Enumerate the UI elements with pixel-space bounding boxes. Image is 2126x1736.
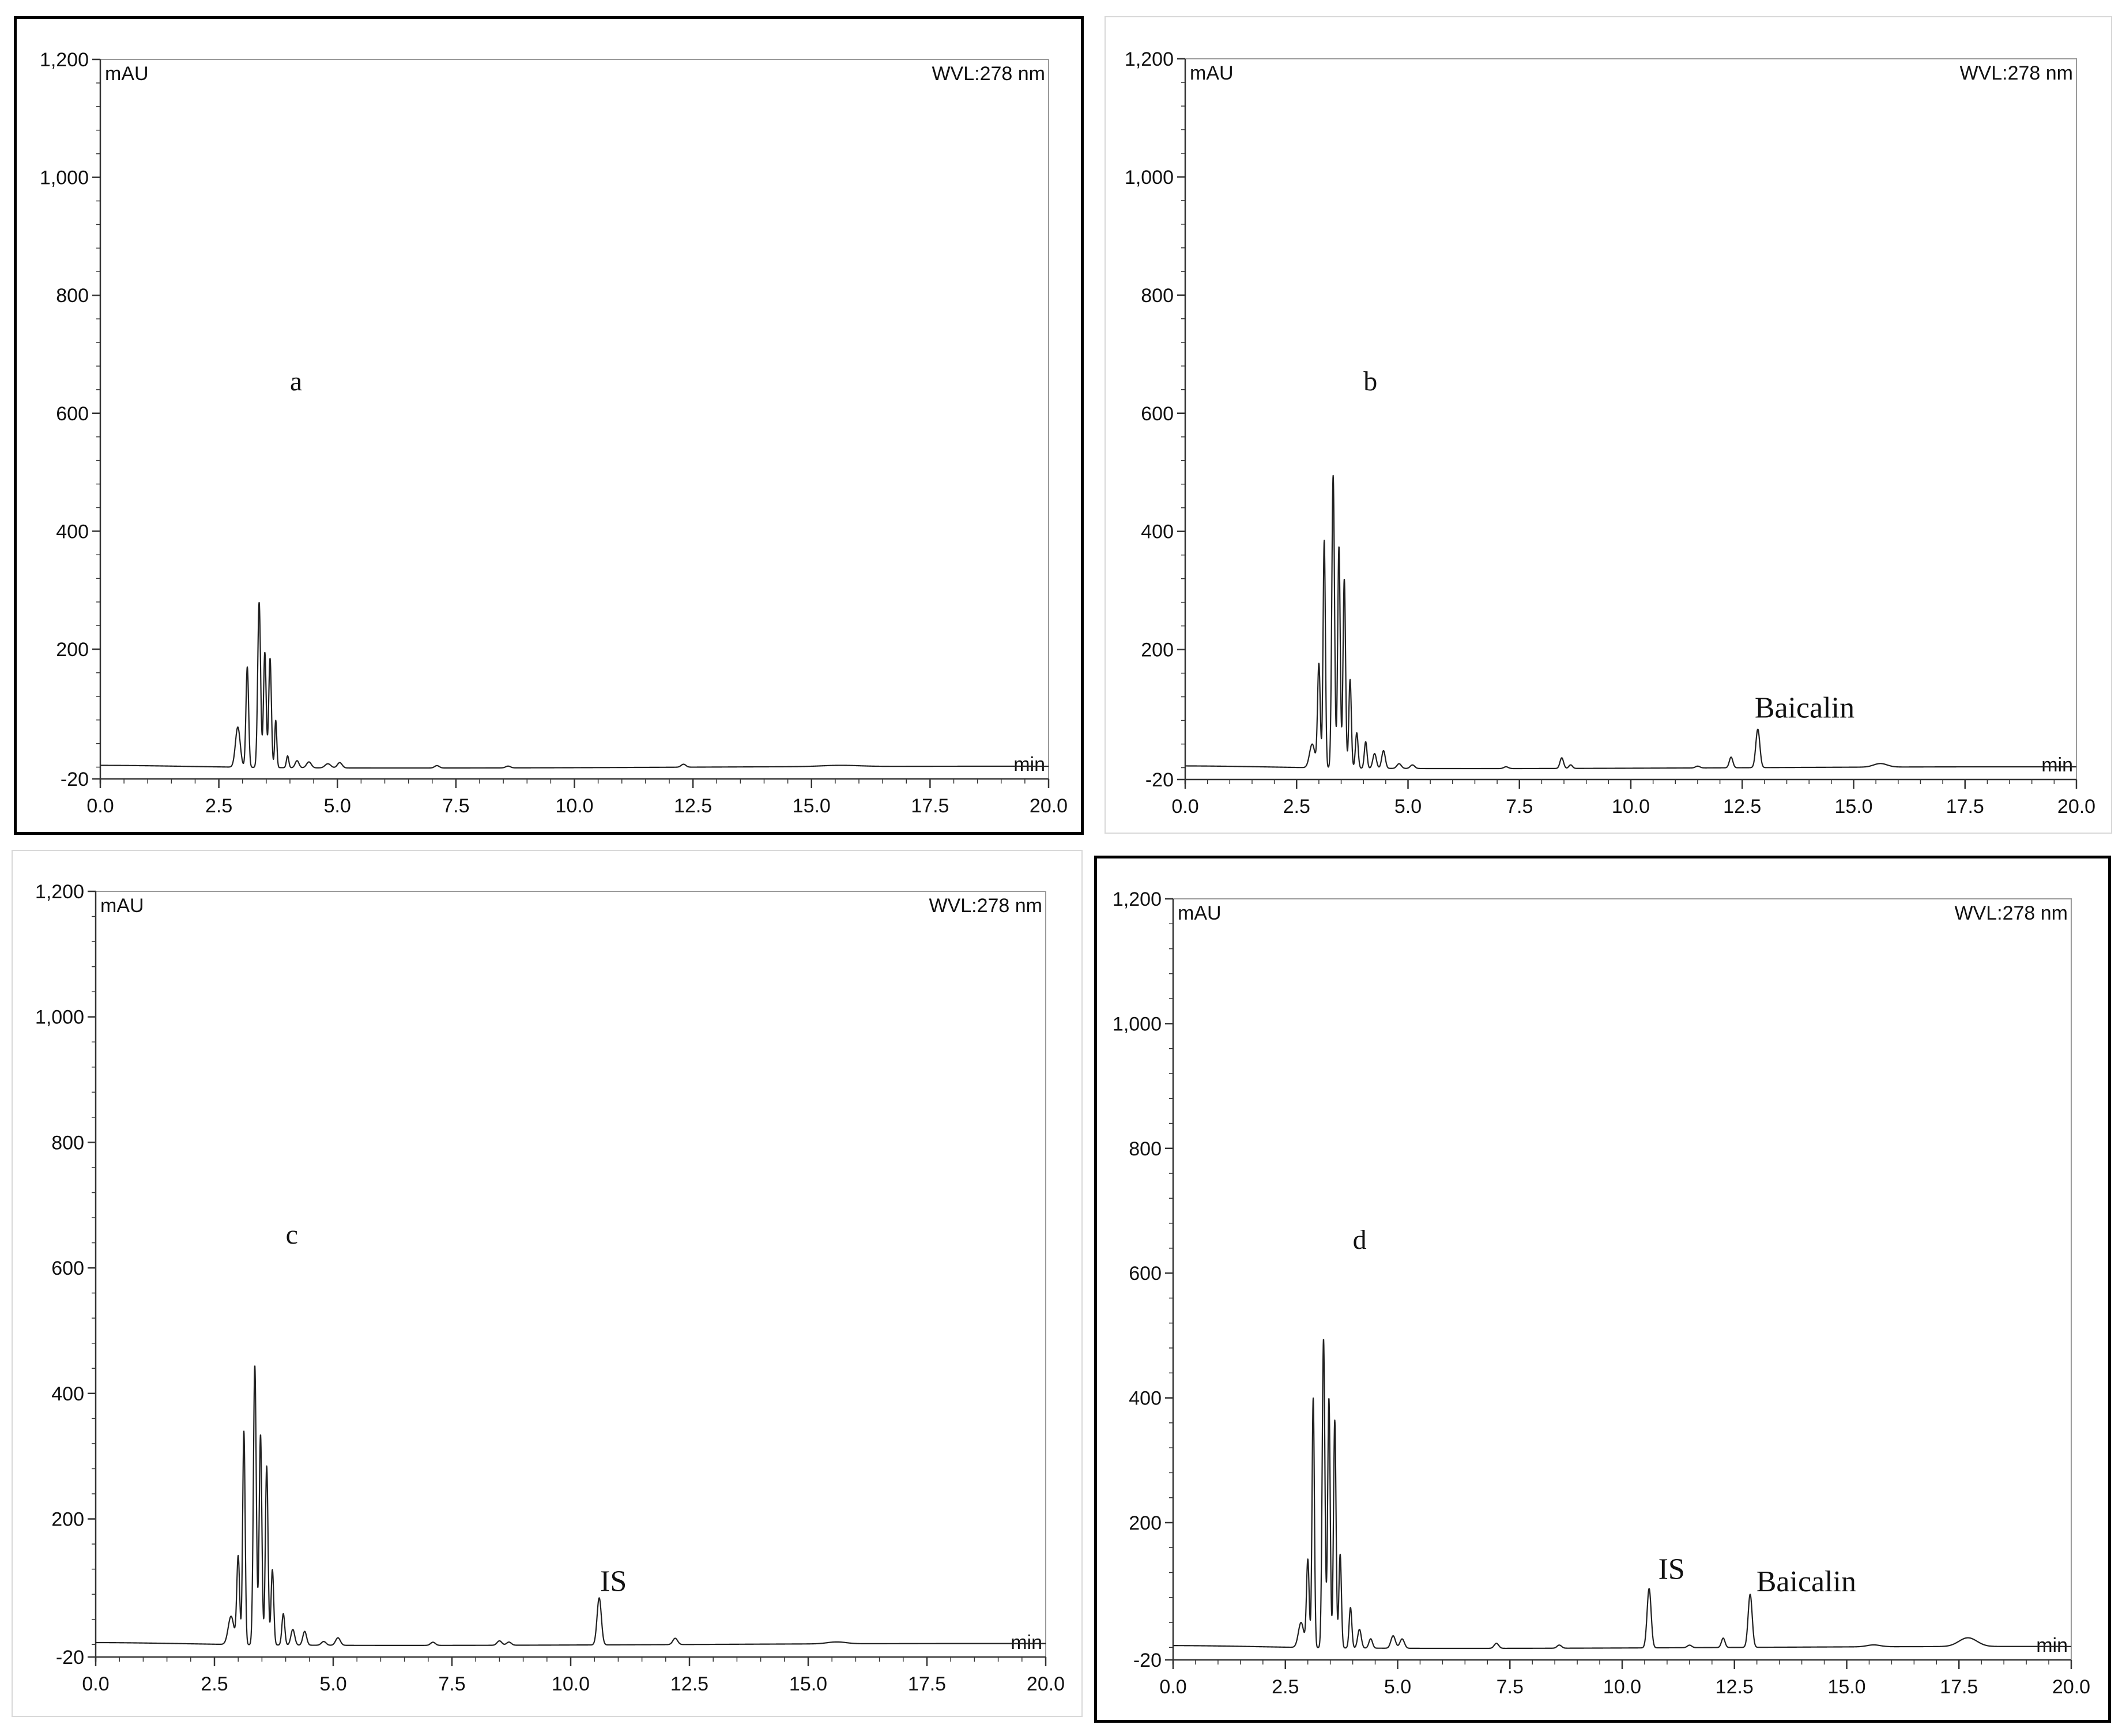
wavelength-label: WVL:278 nm bbox=[1959, 62, 2073, 84]
x-tick-label: 2.5 bbox=[205, 795, 232, 817]
y-tick-label: -20 bbox=[56, 1647, 84, 1669]
y-tick-label: 400 bbox=[1141, 521, 1174, 543]
x-tick-label: 15.0 bbox=[793, 795, 831, 817]
x-tick-label: 15.0 bbox=[1834, 796, 1872, 818]
x-tick-label: 0.0 bbox=[82, 1673, 109, 1695]
chromatogram-panel-d: -20 200 400 600 800 1,000 1,200 0.0 2.5 5.0 7.5 10.… bbox=[1094, 856, 2111, 1723]
x-tick-label: 17.5 bbox=[1940, 1676, 1978, 1698]
y-unit-label: mAU bbox=[1190, 62, 1234, 84]
y-tick-label: 1,200 bbox=[1125, 48, 1174, 70]
chromatogram-a: -20 200 400 600 800 1,000 1,200 0.0 2.5 5.0 7.5 10.… bbox=[40, 49, 1068, 817]
panel-letter: d bbox=[1353, 1225, 1367, 1255]
chromatogram-c: -20 200 400 600 800 1,000 1,200 0.0 2.5 5.0 7.5 10.… bbox=[35, 881, 1065, 1695]
x-tick-label: 7.5 bbox=[442, 795, 469, 817]
y-tick-label: 800 bbox=[56, 285, 89, 307]
x-tick-label: 10.0 bbox=[555, 795, 593, 817]
y-tick-label: 600 bbox=[1141, 403, 1174, 425]
chromatogram-panel-c: -20 200 400 600 800 1,000 1,200 0.0 2.5 5.0 7.5 10.… bbox=[12, 850, 1083, 1717]
x-tick-label: 10.0 bbox=[552, 1673, 590, 1695]
chromatogram-trace bbox=[95, 1365, 1046, 1646]
y-tick-label: 600 bbox=[51, 1257, 84, 1279]
x-tick-label: 7.5 bbox=[1497, 1676, 1524, 1698]
x-tick-label: 5.0 bbox=[1384, 1676, 1411, 1698]
y-tick-label: 400 bbox=[51, 1383, 84, 1405]
x-tick-label: 0.0 bbox=[1171, 796, 1198, 818]
chromatogram-d: -20 200 400 600 800 1,000 1,200 0.0 2.5 5.0 7.5 10.… bbox=[1113, 888, 2090, 1698]
x-tick-label: 17.5 bbox=[911, 795, 949, 817]
y-tick-label: 1,200 bbox=[35, 881, 84, 903]
y-tick-label: -20 bbox=[1145, 769, 1174, 791]
x-tick-label: 7.5 bbox=[1506, 796, 1533, 818]
panel-letter: b bbox=[1363, 366, 1377, 397]
y-tick-label: 600 bbox=[56, 403, 89, 425]
y-tick-label: 800 bbox=[1129, 1138, 1162, 1160]
x-tick-label: 2.5 bbox=[1283, 796, 1310, 818]
y-tick-label: 1,200 bbox=[1113, 888, 1162, 910]
y-tick-label: 200 bbox=[1141, 639, 1174, 661]
x-tick-label: 15.0 bbox=[1827, 1676, 1865, 1698]
x-tick-label: 0.0 bbox=[86, 795, 114, 817]
x-tick-label: 2.5 bbox=[1272, 1676, 1299, 1698]
y-tick-label: 1,000 bbox=[1125, 167, 1174, 189]
wavelength-label: WVL:278 nm bbox=[929, 895, 1042, 917]
x-tick-label: 5.0 bbox=[324, 795, 351, 817]
y-tick-label: -20 bbox=[1133, 1650, 1162, 1671]
peak-label: IS bbox=[600, 1565, 627, 1598]
y-tick-label: 400 bbox=[1129, 1388, 1162, 1410]
y-tick-label: 200 bbox=[56, 639, 89, 661]
y-tick-label: -20 bbox=[61, 769, 89, 790]
y-tick-label: 200 bbox=[51, 1509, 84, 1531]
x-unit-label: min bbox=[1013, 754, 1045, 775]
chromatogram-trace bbox=[100, 602, 1049, 769]
x-unit-label: min bbox=[1011, 1632, 1042, 1654]
x-tick-label: 20.0 bbox=[2057, 796, 2095, 818]
chromatogram-panel-b: -20 200 400 600 800 1,000 1,200 0.0 2.5 5.0 7.5 10.… bbox=[1105, 16, 2112, 834]
x-tick-label: 10.0 bbox=[1612, 796, 1650, 818]
y-tick-label: 1,000 bbox=[40, 167, 89, 189]
x-tick-label: 5.0 bbox=[1394, 796, 1422, 818]
y-tick-label: 600 bbox=[1129, 1263, 1162, 1285]
x-tick-label: 15.0 bbox=[789, 1673, 827, 1695]
y-unit-label: mAU bbox=[105, 63, 149, 85]
x-tick-label: 2.5 bbox=[201, 1673, 228, 1695]
x-tick-label: 20.0 bbox=[1030, 795, 1068, 817]
wavelength-label: WVL:278 nm bbox=[932, 63, 1045, 85]
panel-letter: a bbox=[290, 366, 302, 397]
peak-label: Baicalin bbox=[1756, 1565, 1856, 1598]
y-tick-label: 1,200 bbox=[40, 49, 89, 71]
plot-frame bbox=[100, 59, 1049, 779]
y-tick-label: 1,000 bbox=[35, 1007, 84, 1029]
y-tick-label: 400 bbox=[56, 521, 89, 543]
x-tick-label: 12.5 bbox=[674, 795, 712, 817]
y-unit-label: mAU bbox=[100, 895, 144, 917]
plot-frame bbox=[95, 891, 1046, 1658]
chromatogram-panel-a: -20 200 400 600 800 1,000 1,200 0.0 2.5 5.0 7.5 10.… bbox=[14, 16, 1084, 835]
plot-frame bbox=[1173, 898, 2072, 1660]
x-tick-label: 12.5 bbox=[1723, 796, 1761, 818]
chromatogram-trace bbox=[1173, 1339, 2072, 1650]
chromatogram-b: -20 200 400 600 800 1,000 1,200 0.0 2.5 5.0 7.5 10.… bbox=[1125, 48, 2095, 818]
x-tick-label: 0.0 bbox=[1159, 1676, 1186, 1698]
x-tick-label: 7.5 bbox=[438, 1673, 465, 1695]
y-tick-label: 800 bbox=[51, 1132, 84, 1154]
y-tick-label: 800 bbox=[1141, 285, 1174, 307]
x-tick-label: 12.5 bbox=[670, 1673, 708, 1695]
x-tick-label: 10.0 bbox=[1603, 1676, 1641, 1698]
x-unit-label: min bbox=[2041, 754, 2073, 776]
y-tick-label: 1,000 bbox=[1113, 1013, 1162, 1035]
peak-label: IS bbox=[1658, 1553, 1685, 1586]
panel-letter: c bbox=[286, 1219, 298, 1250]
y-tick-label: 200 bbox=[1129, 1512, 1162, 1534]
x-tick-label: 20.0 bbox=[1027, 1673, 1065, 1695]
peak-label: Baicalin bbox=[1755, 691, 1854, 724]
x-tick-label: 17.5 bbox=[908, 1673, 946, 1695]
y-unit-label: mAU bbox=[1178, 902, 1222, 924]
x-tick-label: 12.5 bbox=[1716, 1676, 1754, 1698]
wavelength-label: WVL:278 nm bbox=[1954, 902, 2068, 924]
x-tick-label: 5.0 bbox=[319, 1673, 346, 1695]
x-unit-label: min bbox=[2036, 1635, 2068, 1656]
x-tick-label: 17.5 bbox=[1946, 796, 1984, 818]
chromatogram-trace bbox=[1185, 475, 2077, 770]
x-tick-label: 20.0 bbox=[2052, 1676, 2090, 1698]
